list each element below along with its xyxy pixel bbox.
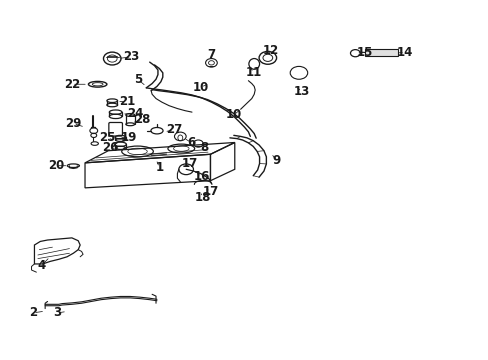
Text: 2: 2 — [29, 306, 37, 319]
Text: 17: 17 — [202, 185, 218, 198]
Text: 24: 24 — [127, 107, 143, 120]
Text: 3: 3 — [53, 306, 61, 319]
Text: 15: 15 — [356, 46, 372, 59]
Text: 9: 9 — [271, 154, 280, 167]
Text: 17: 17 — [182, 157, 198, 170]
Text: 19: 19 — [121, 131, 137, 144]
FancyBboxPatch shape — [365, 49, 397, 56]
Text: 13: 13 — [293, 85, 309, 98]
Text: 18: 18 — [195, 191, 211, 204]
Text: 22: 22 — [63, 78, 80, 91]
Text: 10: 10 — [192, 81, 208, 94]
Text: 10: 10 — [225, 108, 242, 121]
Text: 26: 26 — [102, 141, 119, 154]
Text: 4: 4 — [37, 259, 45, 272]
Text: 23: 23 — [123, 50, 140, 63]
Text: 12: 12 — [263, 44, 279, 57]
Text: 16: 16 — [193, 170, 209, 183]
Text: 14: 14 — [396, 46, 412, 59]
Text: 7: 7 — [207, 49, 215, 62]
Text: 8: 8 — [200, 141, 208, 154]
Text: 21: 21 — [119, 95, 135, 108]
Text: 27: 27 — [165, 123, 182, 136]
Text: 1: 1 — [155, 161, 163, 174]
Text: 5: 5 — [134, 73, 142, 86]
Text: 6: 6 — [186, 136, 195, 149]
Text: 20: 20 — [48, 159, 64, 172]
Text: 25: 25 — [99, 131, 115, 144]
Text: 11: 11 — [245, 66, 262, 78]
Text: 29: 29 — [65, 117, 81, 130]
Text: 28: 28 — [134, 113, 150, 126]
